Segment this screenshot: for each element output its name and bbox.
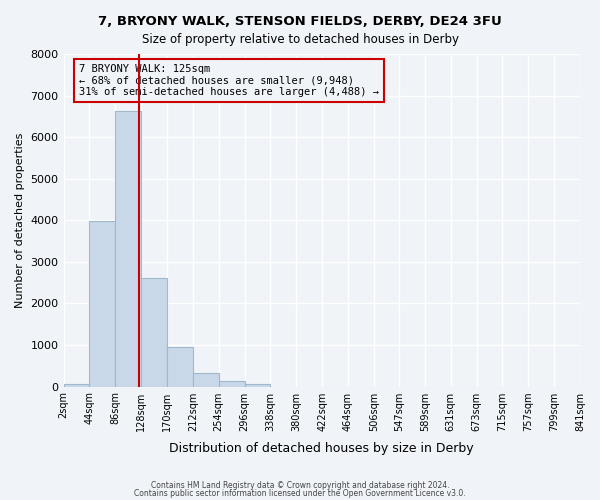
Text: Contains HM Land Registry data © Crown copyright and database right 2024.: Contains HM Land Registry data © Crown c… xyxy=(151,481,449,490)
X-axis label: Distribution of detached houses by size in Derby: Distribution of detached houses by size … xyxy=(169,442,474,455)
Text: Contains public sector information licensed under the Open Government Licence v3: Contains public sector information licen… xyxy=(134,488,466,498)
Y-axis label: Number of detached properties: Number of detached properties xyxy=(15,132,25,308)
Text: Size of property relative to detached houses in Derby: Size of property relative to detached ho… xyxy=(142,32,458,46)
Bar xyxy=(89,221,115,386)
Bar xyxy=(115,112,141,386)
Bar xyxy=(167,346,193,387)
Text: 7, BRYONY WALK, STENSON FIELDS, DERBY, DE24 3FU: 7, BRYONY WALK, STENSON FIELDS, DERBY, D… xyxy=(98,15,502,28)
Bar xyxy=(218,381,245,386)
Text: 7 BRYONY WALK: 125sqm
← 68% of detached houses are smaller (9,948)
31% of semi-d: 7 BRYONY WALK: 125sqm ← 68% of detached … xyxy=(79,64,379,97)
Bar xyxy=(141,278,167,386)
Bar xyxy=(64,384,89,386)
Bar xyxy=(245,384,271,386)
Bar xyxy=(193,373,218,386)
